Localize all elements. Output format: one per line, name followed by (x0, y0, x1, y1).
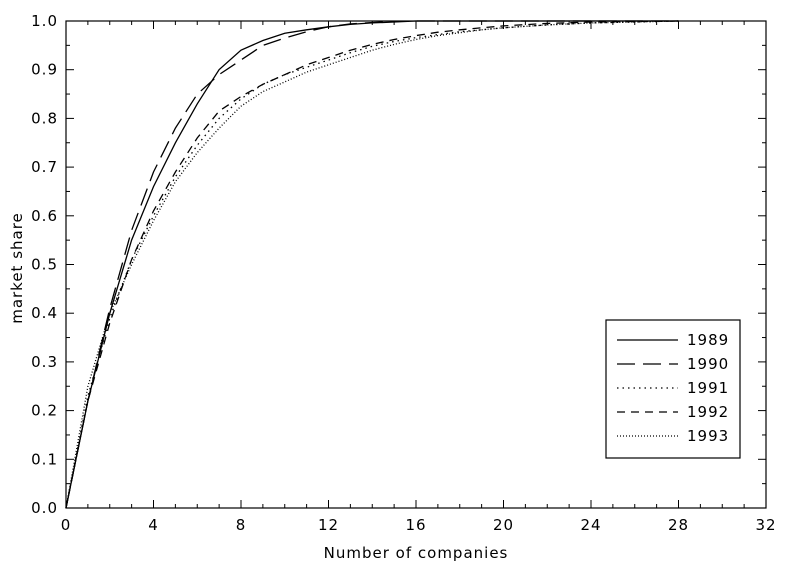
y-axis: 0.0 0.1 0.2 0.3 0.4 0.5 0.6 0.7 0.8 0.9 1.0 (31, 12, 766, 517)
legend-label-1989: 1989 (687, 331, 729, 349)
series-line-1993 (65, 20, 679, 509)
x-tick-label: 4 (148, 516, 159, 534)
x-axis: 0 4 8 12 16 20 24 28 32 (61, 21, 776, 534)
y-tick-label: 0.4 (31, 304, 58, 322)
series-lines (65, 20, 679, 509)
legend-label-1991: 1991 (687, 379, 729, 397)
x-tick-label: 12 (318, 516, 339, 534)
y-tick-label: 1.0 (31, 12, 58, 30)
y-tick-label: 0.3 (31, 353, 58, 371)
y-tick-label: 0.8 (31, 109, 58, 127)
series-line-1991 (65, 20, 679, 509)
y-tick-label: 0.0 (31, 499, 58, 517)
y-tick-label: 0.6 (31, 207, 58, 225)
x-tick-label: 0 (61, 516, 72, 534)
y-tick-label: 0.2 (31, 402, 58, 420)
legend: 1989 1990 1991 1992 1993 (605, 319, 741, 459)
series-line-1989 (65, 20, 679, 509)
series-line-1990 (65, 20, 679, 509)
y-tick-label: 0.1 (31, 450, 58, 468)
legend-box (605, 319, 741, 459)
y-tick-label: 0.5 (31, 256, 58, 274)
legend-label-1990: 1990 (687, 355, 729, 373)
x-axis-label: Number of companies (324, 544, 509, 562)
x-tick-label: 32 (755, 516, 776, 534)
x-tick-label: 20 (493, 516, 514, 534)
x-tick-label: 16 (405, 516, 426, 534)
legend-label-1992: 1992 (687, 403, 729, 421)
x-tick-label: 28 (668, 516, 689, 534)
y-tick-label: 0.9 (31, 61, 58, 79)
y-tick-label: 0.7 (31, 158, 58, 176)
x-tick-label: 8 (236, 516, 247, 534)
legend-label-1993: 1993 (687, 427, 729, 445)
x-tick-label: 24 (580, 516, 601, 534)
y-axis-label: market share (8, 212, 26, 324)
series-line-1992 (65, 20, 679, 509)
